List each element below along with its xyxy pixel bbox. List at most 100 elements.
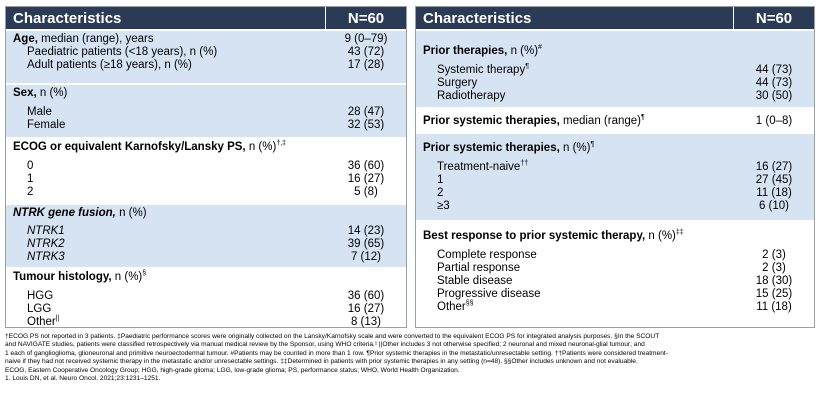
row-value: 43 (72): [347, 46, 385, 58]
section-title-rest: n (%): [559, 142, 591, 154]
section-ntrk: NTRK gene fusion, n (%) NTRK1 14 (23) NT…: [6, 203, 406, 267]
section-title: Best response to prior systemic therapy,…: [416, 229, 814, 243]
row-value: 11 (18): [756, 187, 792, 199]
row-value: 11 (18): [756, 301, 792, 313]
row-value: 32 (53): [347, 119, 385, 131]
section-title-bold: Age,: [13, 33, 38, 45]
section-title-sup: §: [142, 270, 147, 278]
section-title-rest: n (%): [245, 141, 277, 153]
section-title-value: [734, 142, 814, 155]
row-value: 15 (25): [755, 288, 793, 300]
section-title-bold: Tumour histology,: [13, 271, 112, 283]
section-title-bold: Prior systemic therapies,: [423, 142, 560, 154]
row-label: Progressive disease: [437, 288, 541, 300]
row-value: 8 (13): [350, 316, 382, 328]
table-row: Female 32 (53): [6, 119, 406, 132]
table-row: Other|| 8 (13): [6, 315, 406, 329]
row-value: 16 (27): [347, 173, 385, 185]
section-prior-systemic-count: Prior systemic therapies, n (%)¶ Treatme…: [416, 132, 814, 220]
footnote-line: †ECOG PS not reported in 3 patients. ‡Pa…: [5, 333, 660, 340]
header-n: N=60: [325, 7, 406, 29]
section-title: NTRK gene fusion, n (%): [6, 207, 406, 220]
table-row: NTRK3 7 (12): [6, 251, 406, 264]
table-row: LGG 16 (27): [6, 303, 406, 316]
header-characteristics: Characteristics: [13, 9, 122, 27]
row-value: 17 (28): [347, 59, 385, 71]
row-label: LGG: [27, 303, 52, 315]
row-value: 28 (47): [347, 106, 385, 118]
table-row: 1 16 (27): [6, 173, 406, 186]
row-value: 30 (50): [755, 90, 793, 102]
section-ecog: ECOG or equivalent Karnofsky/Lansky PS, …: [6, 137, 406, 203]
section-title-rest: median (range): [559, 115, 641, 127]
section-sex: Sex, n (%) Male 28 (47) Female 32 (53): [6, 83, 406, 137]
row-value: 44 (73): [755, 64, 793, 76]
row-value: 16 (27): [347, 303, 385, 315]
section-title-rest: n (%): [115, 207, 147, 219]
row-value: 5 (8): [354, 186, 378, 198]
row-label: NTRK2: [27, 238, 65, 250]
footnotes: †ECOG PS not reported in 3 patients. ‡Pa…: [5, 333, 815, 383]
table-row: Stable disease 18 (30): [416, 275, 814, 288]
table-row: NTRK1 14 (23): [6, 225, 406, 238]
table-row: Surgery 44 (73): [416, 77, 814, 90]
row-label: Adult patients (≥18 years), n (%): [27, 59, 192, 71]
row-label-sup: ||: [55, 315, 60, 323]
section-title-sup: ¶: [640, 114, 645, 122]
section-title: Sex, n (%): [6, 87, 406, 100]
section-title-rest: n (%): [111, 271, 143, 283]
header-characteristics: Characteristics: [423, 9, 532, 27]
section-title: Prior therapies, n (%)#: [416, 44, 814, 58]
section-title-value: [734, 230, 814, 243]
row-label: Surgery: [437, 77, 478, 89]
row-label: Complete response: [437, 249, 537, 261]
table-row: Radiotherapy 30 (50): [416, 90, 814, 103]
footnote-line: ECOG, Eastern Cooperative Oncology Group…: [5, 366, 460, 374]
row-value: 36 (60): [347, 160, 385, 172]
section-title: Prior systemic therapies, median (range)…: [416, 114, 814, 128]
footnote-line: 1 each of ganglioglioma, glioneuronal an…: [5, 349, 668, 357]
section-title-bold: Sex,: [13, 87, 37, 99]
row-label: Male: [27, 106, 52, 118]
row-value: 16 (27): [755, 161, 793, 173]
section-title: Prior systemic therapies, n (%)¶: [416, 141, 814, 155]
row-value: 2 (3): [762, 249, 786, 261]
section-title-sup: ‡‡: [675, 229, 684, 237]
section-title-sup: #: [538, 44, 542, 52]
section-title-bold: NTRK gene fusion,: [13, 207, 116, 219]
section-title-value: 1 (0–8): [755, 115, 793, 127]
row-value: 2 (3): [762, 262, 786, 274]
section-title-bold: ECOG or equivalent Karnofsky/Lansky PS,: [13, 141, 246, 153]
section-title-sup: ¶: [590, 141, 595, 149]
table-row: 2 5 (8): [6, 186, 406, 199]
row-label: 0: [27, 160, 34, 172]
row-label-sup: §§: [465, 300, 474, 308]
row-label: NTRK3: [27, 251, 65, 263]
row-label: Female: [27, 119, 66, 131]
header-n: N=60: [733, 7, 814, 29]
table-row: HGG 36 (60): [6, 290, 406, 303]
table-header: Characteristics N=60: [416, 7, 814, 29]
section-title-value: [326, 207, 406, 220]
row-label: 1: [437, 174, 444, 186]
section-title-rest: n (%): [645, 230, 676, 242]
table-header: Characteristics N=60: [6, 7, 406, 29]
row-label: Other: [437, 301, 466, 313]
row-value: 36 (60): [347, 290, 385, 302]
table-row: 2 11 (18): [416, 187, 814, 200]
section-title-bold: Best response to prior systemic therapy,: [423, 230, 646, 242]
section-title-bold: Prior systemic therapies,: [423, 115, 560, 127]
table-row: 1 27 (45): [416, 174, 814, 187]
row-label: NTRK1: [27, 225, 65, 237]
table-row: Other§§ 11 (18): [416, 300, 814, 314]
section-title-value: [734, 45, 814, 58]
section-tumour-histology: Tumour histology, n (%)§ HGG 36 (60) LGG…: [6, 267, 406, 335]
section-title-rest: n (%): [507, 45, 539, 57]
table-row: Partial response 2 (3): [416, 262, 814, 275]
row-label: Treatment-naive: [437, 161, 521, 173]
row-label: Partial response: [437, 262, 521, 274]
footnote-line: 1. Louis DN, et al. Neuro Oncol. 2021;23…: [5, 375, 161, 383]
section-prior-therapies: Prior therapies, n (%)# Systemic therapy…: [416, 29, 814, 107]
table-row: Paediatric patients (<18 years), n (%) 4…: [6, 46, 406, 59]
row-label: 2: [437, 187, 444, 199]
